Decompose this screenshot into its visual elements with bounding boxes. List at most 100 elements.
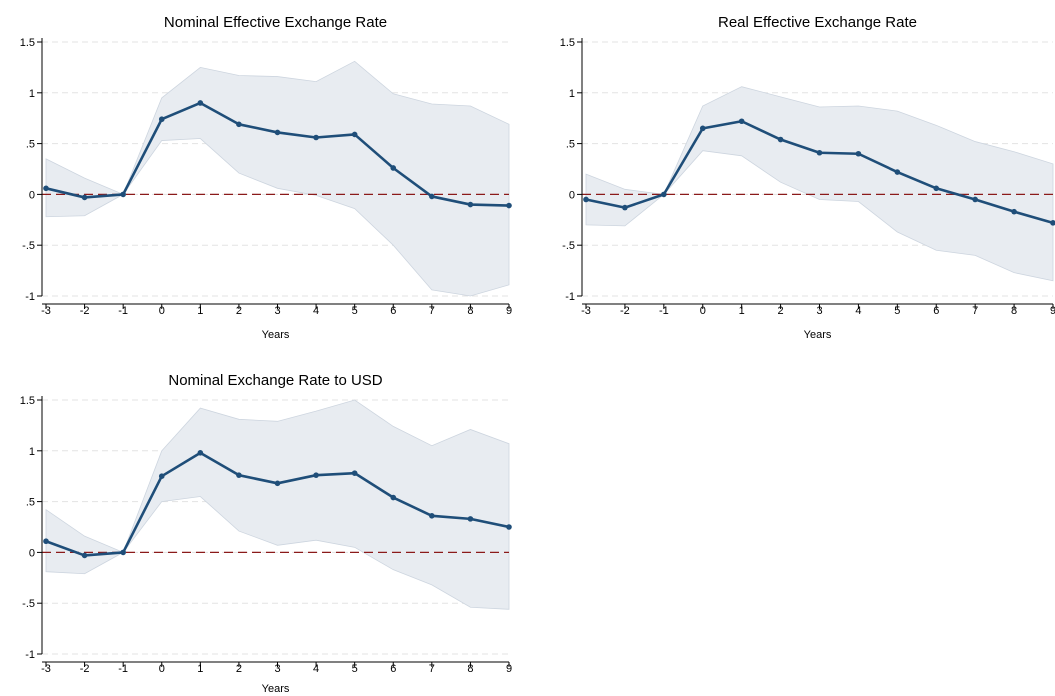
data-point: [236, 121, 242, 128]
x-axis-title: Years: [804, 329, 832, 341]
data-point: [777, 136, 784, 143]
x-tick-label: 5: [352, 305, 358, 317]
data-point: [816, 149, 823, 156]
data-point: [622, 204, 628, 211]
y-tick-label: 0: [29, 547, 35, 559]
y-tick-label: 1.5: [560, 37, 575, 49]
data-point: [738, 118, 745, 125]
y-tick-label: .5: [566, 139, 575, 151]
data-point: [236, 472, 242, 478]
x-tick-label: -2: [80, 305, 90, 317]
y-tick-label: -1: [565, 291, 575, 303]
x-tick-label: 3: [274, 663, 280, 675]
x-tick-label: -3: [581, 305, 591, 317]
x-tick-label: 4: [855, 305, 861, 317]
chart-panel-usd: Nominal Exchange Rate to USD -1 -.5 0 .5 1 1.5…: [20, 372, 512, 695]
x-tick-label: -1: [118, 305, 128, 317]
data-point: [506, 202, 512, 209]
x-tick-label: 7: [429, 305, 435, 317]
data-point: [1050, 220, 1055, 226]
y-tick-label: 1: [569, 88, 575, 100]
data-point: [583, 196, 589, 203]
data-point: [894, 169, 901, 175]
y-tick-label: 1.5: [20, 37, 35, 49]
data-point: [158, 473, 165, 480]
x-tick-label: 3: [274, 305, 280, 317]
y-tick-label: 0: [29, 189, 35, 201]
x-tick-label: 3: [816, 305, 822, 317]
x-tick-label: 9: [506, 305, 512, 317]
x-tick-label: 4: [313, 305, 319, 317]
x-tick-label: 4: [313, 663, 319, 675]
x-tick-label: 6: [933, 305, 939, 317]
data-point: [351, 470, 358, 476]
data-point: [197, 100, 204, 106]
data-point: [390, 165, 397, 171]
data-point: [429, 193, 435, 200]
x-tick-label: 0: [159, 663, 165, 675]
confidence-band: [45, 60, 510, 297]
chart-title: Nominal Effective Exchange Rate: [164, 14, 387, 31]
data-point: [933, 185, 940, 192]
confidence-band: [585, 86, 1054, 282]
x-tick-label: -3: [41, 305, 51, 317]
data-point: [120, 549, 126, 556]
x-tick-label: 9: [506, 663, 512, 675]
y-tick-label: 1: [29, 88, 35, 100]
data-point: [313, 134, 319, 141]
data-point: [43, 185, 49, 192]
x-tick-label: 1: [197, 663, 203, 675]
data-point: [661, 191, 667, 198]
chart-title: Real Effective Exchange Rate: [718, 14, 917, 31]
x-tick-label: 8: [467, 663, 473, 675]
y-tick-label: -.5: [22, 598, 35, 610]
y-tick-label: 1.5: [20, 395, 35, 407]
x-tick-label: -3: [41, 663, 51, 675]
data-point: [120, 191, 126, 198]
x-tick-label: 8: [1011, 305, 1017, 317]
data-point: [313, 472, 319, 478]
y-tick-label: -1: [25, 649, 35, 661]
data-point: [81, 552, 88, 559]
x-tick-label: 9: [1050, 305, 1055, 317]
x-tick-label: 5: [894, 305, 900, 317]
data-point: [274, 129, 281, 136]
data-point: [467, 516, 474, 522]
confidence-band: [45, 399, 510, 610]
x-tick-label: 2: [778, 305, 784, 317]
x-tick-label: 1: [739, 305, 745, 317]
x-tick-label: -1: [659, 305, 669, 317]
data-point: [429, 513, 435, 519]
y-tick-label: .5: [26, 497, 35, 509]
x-tick-label: 8: [467, 305, 473, 317]
data-point: [274, 480, 281, 487]
x-tick-label: 1: [197, 305, 203, 317]
chart-panel-reer: Real Effective Exchange Rate -1 -.5 0 .5 1 1.5…: [560, 14, 1055, 341]
data-point: [197, 450, 204, 456]
data-point: [506, 524, 512, 530]
data-point: [855, 150, 862, 157]
y-tick-label: -1: [25, 291, 35, 303]
data-point: [467, 201, 474, 208]
x-tick-label: 2: [236, 305, 242, 317]
data-point: [43, 538, 49, 545]
x-tick-label: 7: [972, 305, 978, 317]
data-point: [351, 131, 358, 138]
data-point: [699, 125, 706, 132]
x-tick-label: 0: [700, 305, 706, 317]
data-point: [158, 116, 165, 123]
data-point: [1011, 208, 1017, 215]
y-tick-label: -.5: [562, 240, 575, 252]
x-tick-label: 2: [236, 663, 242, 675]
chart-title: Nominal Exchange Rate to USD: [168, 372, 382, 389]
x-tick-label: 6: [390, 663, 396, 675]
chart-panel-neer: Nominal Effective Exchange Rate -1 -.5 0 .5 1…: [20, 14, 512, 341]
x-tick-label: -2: [80, 663, 90, 675]
x-tick-label: -1: [118, 663, 128, 675]
x-axis-title: Years: [262, 329, 290, 341]
y-tick-label: 0: [569, 189, 575, 201]
y-tick-label: .5: [26, 139, 35, 151]
x-tick-label: 6: [390, 305, 396, 317]
x-tick-label: 0: [159, 305, 165, 317]
